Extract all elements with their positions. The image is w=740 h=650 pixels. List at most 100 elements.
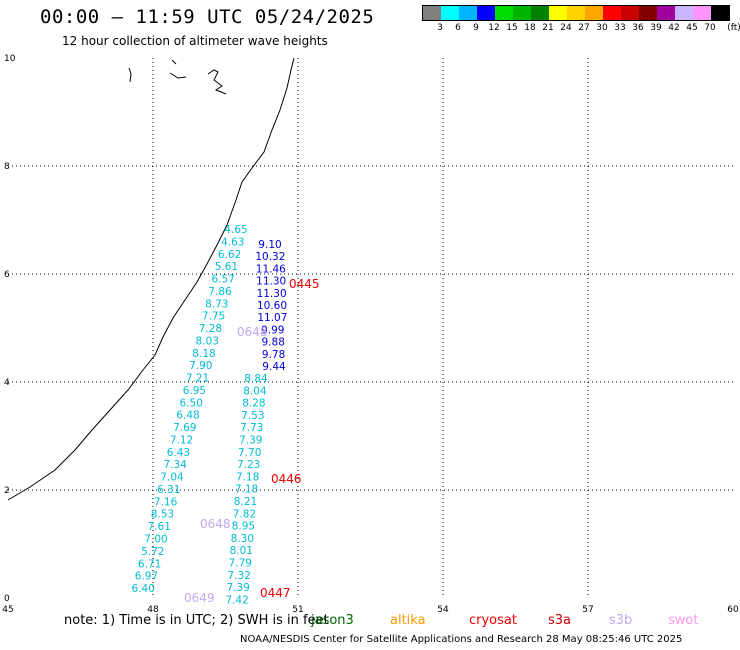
wave-height-label: 8.03: [196, 335, 219, 347]
wave-height-label: 6.50: [180, 397, 203, 409]
color-scale-unit: (ft): [727, 23, 740, 33]
pass-label: 0649: [184, 591, 215, 605]
wave-height-label: 11.30: [257, 288, 287, 300]
x-tick-label: 57: [582, 605, 593, 615]
wave-height-label: 7.53: [241, 410, 264, 422]
y-tick-label: 0: [4, 594, 10, 604]
y-tick-label: 4: [4, 378, 10, 388]
color-swatch: [441, 6, 459, 20]
color-swatch: [459, 6, 477, 20]
color-swatch: [477, 6, 495, 20]
color-scale-label: 24: [560, 23, 572, 33]
y-tick-label: 2: [4, 486, 10, 496]
wave-height-label: 6.40: [132, 583, 155, 595]
color-scale-label: 21: [542, 23, 554, 33]
color-scale-label: 6: [455, 23, 461, 33]
wave-height-label: 7.61: [148, 521, 171, 533]
wave-height-label: 7.86: [208, 286, 232, 298]
color-swatch: [567, 6, 585, 20]
wave-height-label: 7.12: [170, 434, 193, 446]
wave-height-label: 8.04: [243, 385, 267, 397]
footer-note: note: 1) Time is in UTC; 2) SWH is in fe…: [64, 613, 329, 628]
wave-height-label: 10.60: [257, 300, 287, 312]
color-scale-bar: 3 6 9 12 15 18 21 24 27 30 33 36 39 42 45 70 (ft): [422, 5, 740, 35]
x-tick-label: 48: [147, 605, 159, 615]
wave-height-label: 4.63: [221, 236, 244, 248]
wave-height-label: 6.62: [218, 249, 241, 261]
wave-height-label: 7.75: [202, 311, 225, 323]
wave-height-label: 7.39: [239, 435, 262, 447]
color-swatch: [693, 6, 711, 20]
wave-height-label: 9.78: [262, 349, 285, 361]
y-tick-label: 6: [4, 270, 10, 280]
wave-height-label: 11.46: [256, 263, 286, 275]
x-tick-label: 51: [292, 605, 303, 615]
pass-label: 0445: [289, 277, 320, 291]
wave-height-label: 10.32: [255, 251, 285, 263]
pass-label: 0447: [260, 586, 291, 600]
wave-height-label: 8.28: [242, 398, 265, 410]
wave-height-label: 8.18: [192, 348, 215, 360]
wave-height-label: 6.43: [167, 447, 190, 459]
color-swatch: [495, 6, 513, 20]
y-tick-label: 10: [4, 54, 16, 64]
color-scale-labels: 3 6 9 12 15 18 21 24 27 30 33 36 39 42 45 70 (ft): [422, 21, 740, 35]
color-scale-label: 39: [650, 23, 662, 33]
color-swatch: [531, 6, 549, 20]
wave-height-label: 9.88: [262, 337, 285, 349]
wave-height-label: 7.42: [225, 594, 248, 606]
wave-height-label: 7.18: [236, 471, 259, 483]
wave-height-label: 6.71: [138, 558, 161, 570]
wave-height-label: 9.10: [258, 239, 281, 251]
wave-height-label: 7.32: [228, 570, 251, 582]
legend-item-s3b: s3b: [609, 613, 633, 628]
wave-height-label: 7.18: [235, 484, 258, 496]
pass-label: 0648: [200, 517, 231, 531]
axis-tick-labels: 45 48 51 54 57 60 0 2 4 6 8 10: [2, 54, 739, 615]
wave-height-label: 6.97: [135, 571, 158, 583]
color-scale-label: 27: [578, 23, 590, 33]
x-tick-label: 54: [437, 605, 449, 615]
wave-height-label: 7.21: [186, 373, 209, 385]
x-tick-label: 60: [727, 605, 739, 615]
legend-item-altika: altika: [390, 613, 426, 628]
color-scale-label: 9: [473, 23, 479, 33]
color-scale-label: 33: [614, 23, 626, 33]
wave-height-label: 4.65: [224, 224, 247, 236]
x-tick-label: 45: [2, 605, 13, 615]
footer-credit: NOAA/NESDIS Center for Satellite Applica…: [240, 634, 683, 645]
wave-height-label: 7.16: [154, 496, 178, 508]
pass-labels: 0445 0446 0447 0648 0649 0648: [184, 277, 320, 605]
color-scale-swatches: [422, 5, 730, 21]
color-swatch: [711, 6, 729, 20]
wave-height-label: 8.01: [230, 545, 253, 557]
color-scale-label: 30: [596, 23, 608, 33]
page-subtitle: 12 hour collection of altimeter wave hei…: [62, 34, 328, 48]
wave-height-label: 7.82: [233, 508, 256, 520]
color-swatch: [621, 6, 639, 20]
color-scale-label: 45: [686, 23, 698, 33]
wave-height-label: 9.99: [261, 324, 284, 336]
color-swatch: [513, 6, 531, 20]
color-scale-label: 12: [488, 23, 500, 33]
wave-height-label: 7.70: [238, 447, 261, 459]
wave-height-label: 8.95: [232, 521, 255, 533]
color-swatch: [675, 6, 693, 20]
wave-height-label: 8.30: [231, 533, 254, 545]
legend-item-jason3: jason3: [311, 613, 354, 628]
color-scale-label: 3: [437, 23, 443, 33]
color-swatch: [423, 6, 441, 20]
color-scale-label: 42: [668, 23, 680, 33]
color-swatch: [603, 6, 621, 20]
color-swatch: [549, 6, 567, 20]
wave-height-label: 6.57: [212, 274, 235, 286]
pass-label: 0446: [271, 472, 302, 486]
legend-item-s3a: s3a: [548, 613, 572, 628]
wave-height-label: 8.21: [234, 496, 257, 508]
wave-height-label: 7.69: [173, 422, 196, 434]
color-scale-label: 15: [506, 23, 518, 33]
wave-height-label: 8.84: [244, 373, 268, 385]
color-swatch: [585, 6, 603, 20]
coastline: [7, 57, 295, 501]
